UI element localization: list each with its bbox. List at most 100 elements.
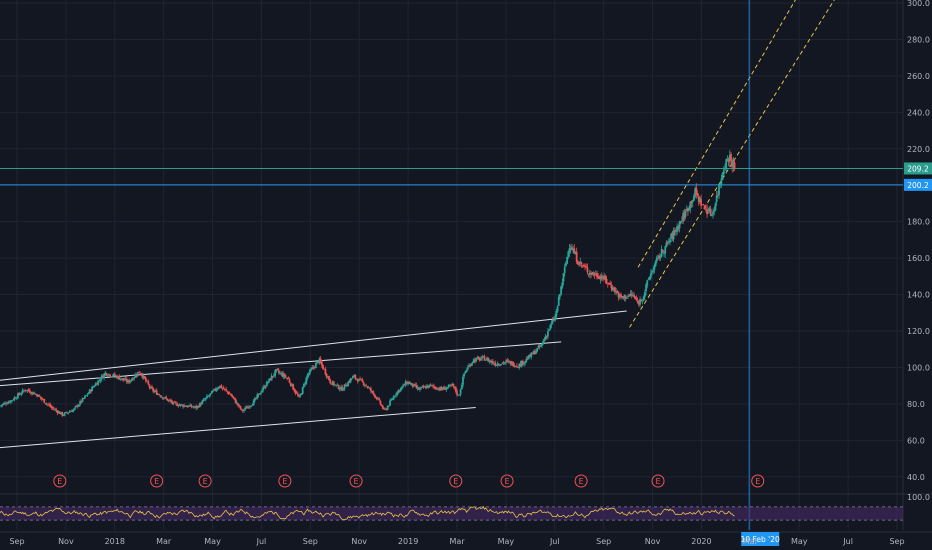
- candle-body: [97, 380, 100, 386]
- candle-body: [714, 203, 717, 211]
- candle-body: [524, 360, 527, 363]
- candle-body: [527, 355, 530, 359]
- candle-body: [713, 210, 716, 212]
- candle-body: [383, 408, 385, 410]
- candle-body: [361, 379, 364, 382]
- candle-body: [397, 390, 400, 393]
- candle-body: [456, 391, 458, 395]
- trend-line: [0, 407, 476, 449]
- candle-body: [192, 407, 195, 408]
- candle-body: [417, 387, 420, 390]
- candle-body: [213, 388, 216, 391]
- candle-body: [572, 249, 574, 251]
- candle-body: [426, 385, 429, 389]
- candle-body: [422, 386, 425, 388]
- candle-body: [665, 242, 668, 248]
- candle-body: [733, 162, 736, 169]
- candle-body: [445, 388, 448, 390]
- candle-body: [654, 261, 657, 267]
- price-level-label: 209.2: [907, 164, 929, 173]
- candle-body: [177, 405, 180, 407]
- candle-body: [343, 384, 346, 389]
- candle-body: [533, 350, 536, 355]
- candle-body: [407, 381, 409, 385]
- candle-body: [202, 399, 205, 402]
- candle-body: [451, 384, 454, 386]
- x-tick-label: May: [791, 537, 808, 546]
- candle-body: [237, 403, 239, 406]
- trend-line: [629, 0, 835, 328]
- candle-body: [493, 363, 496, 365]
- candle-body: [509, 360, 512, 365]
- candle-body: [563, 267, 566, 273]
- candle-body: [98, 380, 101, 381]
- price-axis[interactable]: 300.0280.0260.0240.0220.0200.0180.0160.0…: [907, 0, 930, 502]
- candle-body: [349, 378, 352, 383]
- candle-body: [294, 390, 297, 394]
- candle-body: [171, 401, 174, 404]
- candle-body: [471, 362, 474, 364]
- candle-body: [553, 319, 555, 321]
- candle-body: [335, 384, 338, 386]
- earnings-marker: [150, 474, 164, 488]
- y-tick-label: 80.0: [907, 400, 925, 409]
- candle-body: [373, 393, 376, 397]
- candle-body: [160, 396, 163, 398]
- candle-body: [366, 386, 369, 388]
- horizontal-lines: [0, 167, 903, 186]
- candle-body: [66, 412, 68, 414]
- candle-body: [337, 384, 340, 390]
- candle-body: [350, 378, 353, 380]
- candle-body: [615, 291, 618, 293]
- candle-body: [43, 398, 46, 403]
- candle-body: [458, 394, 461, 396]
- candle-body: [567, 251, 570, 257]
- candle-body: [630, 293, 633, 295]
- candle-body: [718, 185, 720, 196]
- x-tick-label: Sep: [889, 537, 904, 546]
- grid: [0, 0, 932, 533]
- candle-body: [688, 208, 691, 211]
- candle-body: [219, 385, 222, 388]
- candle-body: [139, 372, 141, 374]
- candle-body: [641, 299, 644, 301]
- candle-body: [396, 391, 399, 395]
- y-tick-label: 40.0: [907, 473, 925, 482]
- candle-body: [535, 351, 537, 354]
- candle-body: [329, 379, 332, 384]
- candle-body: [673, 229, 676, 232]
- candle-body: [570, 247, 573, 250]
- time-axis[interactable]: Sep Nov 2018 Mar May Jul Sep Nov 2019 Mar May Jul Se…: [9, 537, 904, 546]
- candle-body: [271, 376, 274, 377]
- candle-body: [518, 363, 521, 369]
- candle-body: [562, 273, 565, 282]
- candle-body: [600, 275, 603, 279]
- candlesticks: [0, 150, 736, 418]
- candle-body: [377, 398, 379, 400]
- y-tick-label: 240.0: [907, 108, 930, 117]
- candle-body: [429, 384, 432, 386]
- candle-body: [206, 395, 208, 399]
- candle-body: [453, 386, 456, 388]
- candle-body: [707, 212, 710, 214]
- candle-body: [586, 267, 589, 273]
- candle-body: [667, 242, 670, 243]
- candle-body: [618, 294, 621, 298]
- y-tick-label: 180.0: [907, 218, 930, 227]
- candle-body: [726, 158, 729, 160]
- candle-body: [433, 386, 436, 388]
- candle-body: [197, 406, 200, 408]
- candle-body: [593, 274, 596, 276]
- x-tick-label: 2019: [398, 537, 418, 546]
- candle-body: [440, 386, 443, 390]
- candle-body: [128, 380, 131, 383]
- candle-body: [411, 383, 414, 387]
- candle-body: [136, 372, 139, 377]
- candle-body: [384, 408, 387, 410]
- candle-body: [317, 361, 320, 363]
- candle-body: [252, 400, 255, 406]
- candle-body: [697, 196, 700, 202]
- candle-body: [297, 393, 299, 396]
- candle-body: [51, 407, 54, 409]
